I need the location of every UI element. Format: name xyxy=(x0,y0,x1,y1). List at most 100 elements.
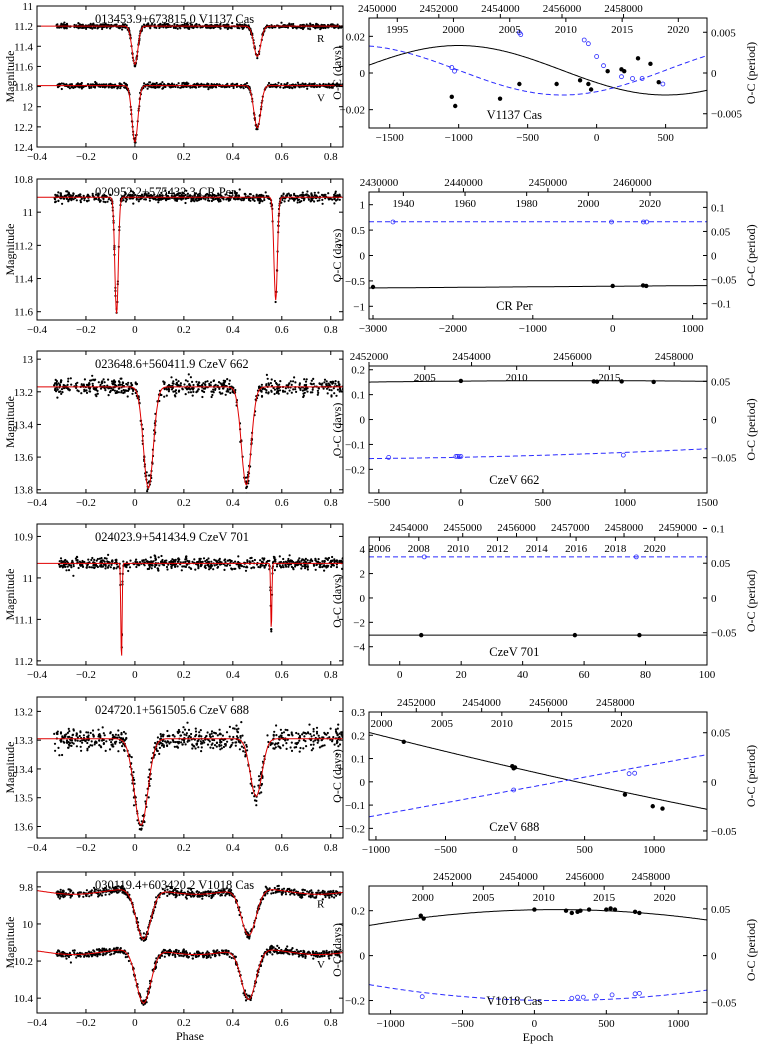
photometry-point xyxy=(336,742,338,744)
photometry-point xyxy=(145,559,147,561)
photometry-point xyxy=(276,565,278,567)
photometry-point xyxy=(339,733,341,735)
photometry-point xyxy=(321,199,323,201)
photometry-point xyxy=(86,565,88,567)
photometry-point xyxy=(275,86,277,88)
panel-title: 013453.9+673815.0 V1137 Cas xyxy=(95,12,254,26)
photometry-point xyxy=(213,732,215,734)
photometry-point xyxy=(289,86,291,88)
photometry-point xyxy=(128,388,130,390)
photometry-point xyxy=(112,745,114,747)
photometry-point xyxy=(299,389,301,391)
photometry-point xyxy=(197,561,199,563)
photometry-point xyxy=(209,740,211,742)
photometry-point xyxy=(282,193,284,195)
photometry-point xyxy=(101,559,103,561)
photometry-point xyxy=(174,956,176,958)
photometry-point xyxy=(60,560,62,562)
photometry-point xyxy=(80,750,82,752)
photometry-point xyxy=(119,27,121,29)
photometry-point xyxy=(61,391,63,393)
photometry-point xyxy=(290,380,292,382)
photometry-point xyxy=(97,393,99,395)
photometry-point xyxy=(61,388,63,390)
photometry-point xyxy=(104,389,106,391)
photometry-point xyxy=(62,566,64,568)
photometry-point xyxy=(259,566,261,568)
photometry-point xyxy=(281,195,283,197)
photometry-point xyxy=(78,891,80,893)
photometry-point xyxy=(214,389,216,391)
photometry-point xyxy=(148,769,150,771)
photometry-point xyxy=(298,199,300,201)
photometry-point xyxy=(260,791,262,793)
photometry-point xyxy=(265,886,267,888)
photometry-point xyxy=(265,383,267,385)
photometry-point xyxy=(184,558,186,560)
x-tick-label: 0.4 xyxy=(226,842,240,854)
photometry-point xyxy=(232,727,234,729)
photometry-point xyxy=(309,28,311,30)
photometry-point xyxy=(81,383,83,385)
photometry-point xyxy=(286,384,288,386)
photometry-point xyxy=(127,384,129,386)
photometry-point xyxy=(226,86,228,88)
light-curve-frame xyxy=(37,524,343,665)
photometry-point xyxy=(332,890,334,892)
photometry-point xyxy=(110,731,112,733)
x-tick-label: 0.2 xyxy=(177,151,191,163)
photometry-point xyxy=(91,375,93,377)
photometry-point xyxy=(79,730,81,732)
y-tick-label: 13.6 xyxy=(14,452,34,464)
photometry-point xyxy=(310,200,312,202)
photometry-point xyxy=(210,391,212,393)
photometry-point xyxy=(55,201,57,203)
photometry-point xyxy=(63,742,65,744)
y-tick-label: 11.6 xyxy=(14,61,33,73)
photometry-point xyxy=(221,747,223,749)
photometry-point xyxy=(125,737,127,739)
photometry-point xyxy=(321,566,323,568)
photometry-point xyxy=(184,729,186,731)
photometry-point xyxy=(271,378,273,380)
photometry-point xyxy=(103,732,105,734)
photometry-point xyxy=(125,83,127,85)
x-tick-label: 0.8 xyxy=(324,842,338,854)
photometry-point xyxy=(72,734,74,736)
photometry-point xyxy=(168,389,170,391)
x-tick-label: 0.8 xyxy=(324,497,338,509)
photometry-point xyxy=(56,397,58,399)
photometry-point xyxy=(274,389,276,391)
photometry-point xyxy=(163,564,165,566)
photometry-point xyxy=(269,887,271,889)
photometry-point xyxy=(226,741,228,743)
photometry-point xyxy=(335,895,337,897)
x-tick-label: −0.2 xyxy=(76,669,96,681)
photometry-point xyxy=(206,564,208,566)
photometry-point xyxy=(180,741,182,743)
photometry-point xyxy=(81,742,83,744)
photometry-point xyxy=(321,194,323,196)
photometry-point xyxy=(177,28,179,30)
photometry-point xyxy=(307,731,309,733)
photometry-point xyxy=(240,86,242,88)
photometry-point xyxy=(183,82,185,84)
photometry-point xyxy=(252,560,254,562)
photometry-point xyxy=(84,378,86,380)
data-points xyxy=(56,885,342,1006)
photometry-point xyxy=(219,391,221,393)
photometry-point xyxy=(337,724,339,726)
photometry-point xyxy=(273,735,275,737)
photometry-point xyxy=(132,203,134,205)
photometry-point xyxy=(188,729,190,731)
photometry-point xyxy=(213,391,215,393)
x-tick-label: 0 xyxy=(132,497,138,509)
photometry-point xyxy=(60,26,62,28)
photometry-point xyxy=(209,27,211,29)
photometry-point xyxy=(297,733,299,735)
photometry-point xyxy=(87,731,89,733)
y-tick-label: 11 xyxy=(22,207,33,219)
photometry-point xyxy=(54,194,56,196)
photometry-point xyxy=(328,897,330,899)
